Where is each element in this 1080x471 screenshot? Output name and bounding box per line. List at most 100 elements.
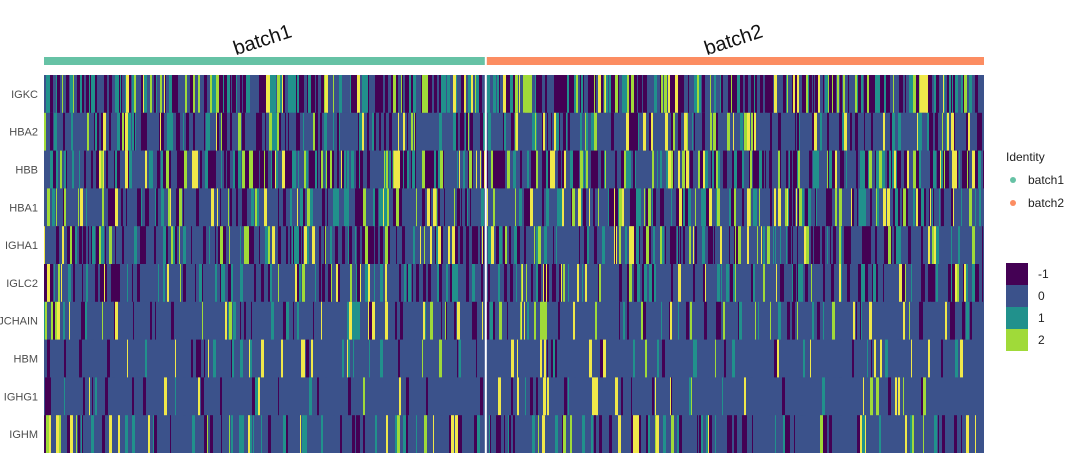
heat-cell xyxy=(465,112,466,151)
heat-cell xyxy=(803,339,805,378)
heat-cell xyxy=(192,188,193,227)
heat-cell xyxy=(664,226,665,264)
heat-cell xyxy=(964,188,967,227)
heat-cell xyxy=(626,112,629,151)
heat-cell xyxy=(911,188,912,227)
heat-cell xyxy=(547,339,548,378)
heat-cell xyxy=(978,150,979,189)
heat-cell xyxy=(165,75,166,113)
heat-cell xyxy=(460,415,461,453)
heat-cell xyxy=(152,150,153,189)
heat-cell xyxy=(430,415,433,453)
heat-cell xyxy=(868,150,869,189)
heat-cell xyxy=(300,188,303,227)
heat-cell xyxy=(750,339,753,378)
heat-cell xyxy=(888,75,890,113)
heat-cell xyxy=(967,75,969,113)
heat-cell xyxy=(228,188,229,227)
heat-cell xyxy=(240,264,243,302)
heat-cell xyxy=(626,150,628,189)
heat-cell xyxy=(81,112,83,151)
heat-cell xyxy=(956,226,958,264)
heat-cell xyxy=(544,226,547,264)
heat-cell xyxy=(820,75,823,113)
heat-cell xyxy=(204,75,207,113)
heat-cell xyxy=(629,226,631,264)
heat-cell xyxy=(856,150,858,189)
heat-cell xyxy=(543,264,544,302)
heat-cell xyxy=(866,150,868,189)
heat-cell xyxy=(747,188,750,227)
heat-cell xyxy=(828,75,829,113)
heat-cell xyxy=(347,301,349,340)
heat-cell xyxy=(185,301,187,340)
heat-cell xyxy=(266,75,267,113)
heat-cell xyxy=(773,150,775,189)
heat-cell xyxy=(649,226,650,264)
heat-cell xyxy=(56,226,59,264)
heat-cell xyxy=(86,150,88,189)
heat-cell xyxy=(543,377,546,416)
heat-cell xyxy=(119,75,120,113)
heat-cell xyxy=(386,415,388,453)
heat-cell xyxy=(373,188,375,227)
heat-cell xyxy=(872,75,875,113)
heat-cell xyxy=(118,415,120,453)
heat-cell xyxy=(882,150,885,189)
heat-cell xyxy=(975,264,976,302)
heat-cell xyxy=(912,415,914,453)
heat-cell xyxy=(391,75,392,113)
heat-cell xyxy=(320,150,321,189)
heat-cell xyxy=(881,75,882,113)
heat-cell xyxy=(902,188,903,227)
heat-cell xyxy=(731,75,732,113)
heat-cell xyxy=(294,75,296,113)
heat-cell xyxy=(547,264,549,302)
heat-cell xyxy=(356,75,357,113)
heat-cell xyxy=(328,75,329,113)
scale-label-1: 1 xyxy=(1038,311,1045,325)
heat-cell xyxy=(565,75,567,113)
heat-cell xyxy=(553,150,555,189)
heat-cell xyxy=(402,112,403,151)
heat-cell xyxy=(309,150,312,189)
heat-cell xyxy=(313,301,314,340)
heat-cell xyxy=(486,226,488,264)
heat-cell xyxy=(83,339,84,378)
heat-cell xyxy=(193,112,195,151)
heat-cell xyxy=(246,264,247,302)
heat-cell xyxy=(60,75,62,113)
heat-cell xyxy=(686,75,688,113)
heat-cell xyxy=(213,301,214,340)
heat-cell xyxy=(321,75,324,113)
heat-cell xyxy=(480,226,481,264)
heat-cell xyxy=(981,75,984,113)
heat-cell xyxy=(364,150,366,189)
heat-cell xyxy=(812,150,813,189)
scale-label-0: 0 xyxy=(1038,289,1045,303)
heat-cell xyxy=(210,415,213,453)
heat-cell xyxy=(550,150,553,189)
heat-cell xyxy=(955,339,958,378)
heat-cell xyxy=(64,339,66,378)
heat-cell xyxy=(869,150,872,189)
heat-cell xyxy=(671,415,674,453)
heat-cell xyxy=(555,415,558,453)
heat-cell xyxy=(869,301,872,340)
heat-cell xyxy=(498,150,499,189)
heat-cell xyxy=(150,112,152,151)
heat-cell xyxy=(249,75,250,113)
heat-cell xyxy=(742,188,744,227)
heat-cell xyxy=(580,150,583,189)
heat-cell xyxy=(439,112,442,151)
heat-cell xyxy=(424,226,425,264)
heat-cell xyxy=(829,188,832,227)
heat-cell xyxy=(290,226,291,264)
heat-cell xyxy=(351,112,352,151)
heat-cell xyxy=(780,226,781,264)
heat-cell xyxy=(887,188,890,227)
heat-cell xyxy=(778,112,781,151)
heat-cell xyxy=(460,226,463,264)
heat-cell xyxy=(80,264,81,302)
scale-item-1: 1 xyxy=(1006,307,1045,329)
